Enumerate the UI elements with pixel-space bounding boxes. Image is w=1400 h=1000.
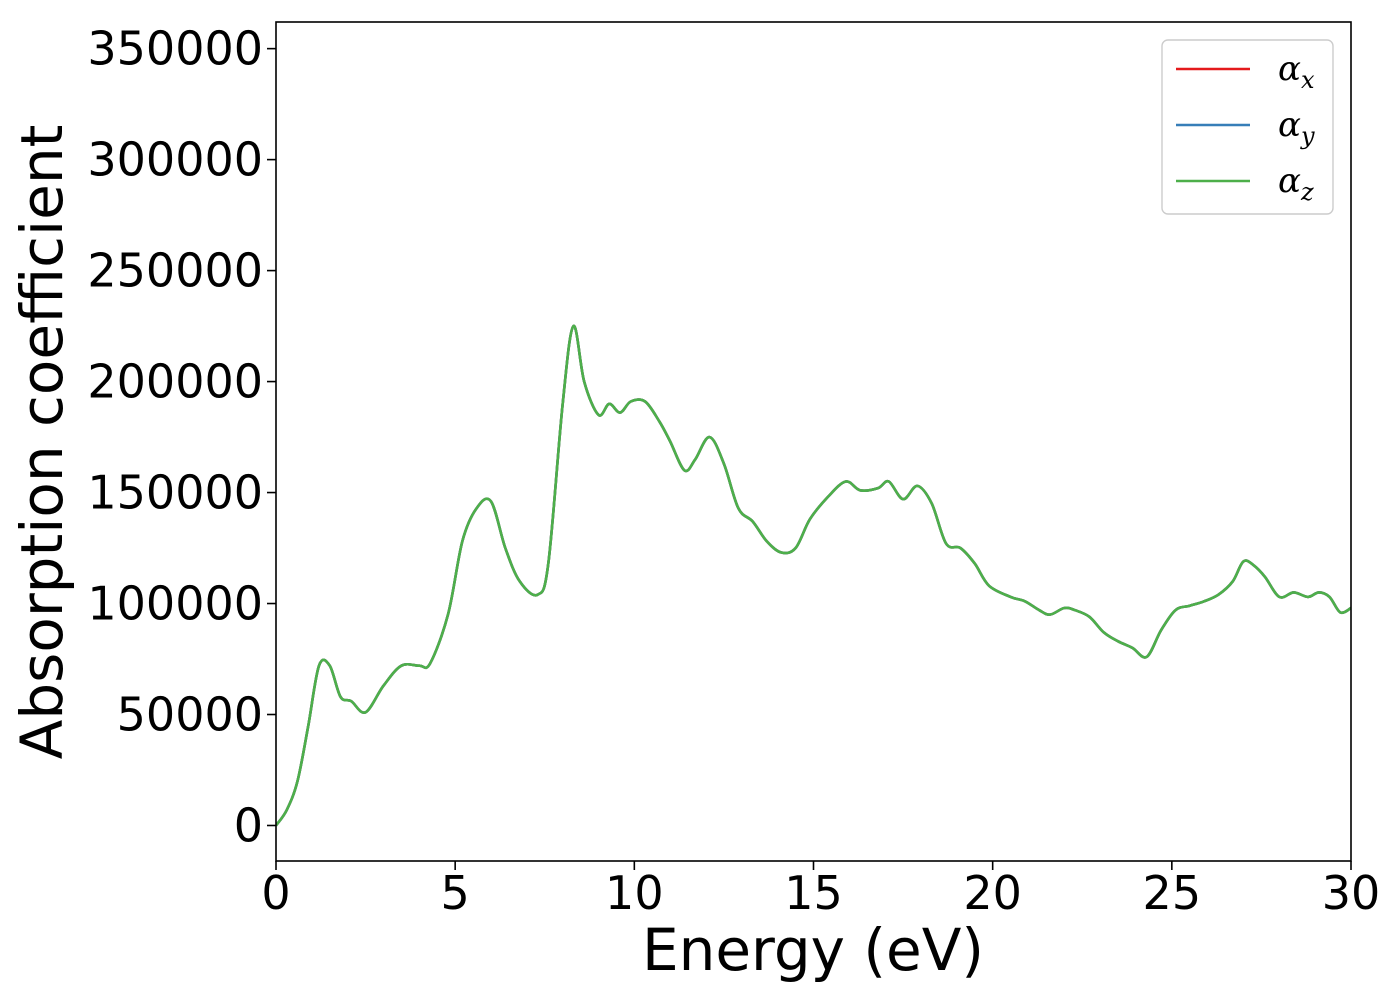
series-line-y — [276, 324, 1351, 827]
y-axis-title: Absorption coefficient — [8, 125, 76, 760]
x-tick-label: 10 — [605, 866, 664, 920]
y-tick-label: 350000 — [87, 22, 263, 76]
x-tick-label: 5 — [441, 866, 470, 920]
y-tick-label: 50000 — [117, 688, 263, 742]
x-tick-label: 0 — [261, 866, 290, 920]
y-tick-label: 200000 — [87, 355, 263, 409]
x-tick-label: 30 — [1322, 866, 1381, 920]
series-line-z — [276, 324, 1351, 827]
y-tick-label: 150000 — [87, 466, 263, 520]
x-tick-label: 25 — [1143, 866, 1202, 920]
series-layer — [276, 324, 1351, 827]
y-tick-label: 0 — [234, 798, 263, 852]
series-line-x — [276, 324, 1351, 827]
legend-label: αz — [1278, 161, 1314, 206]
y-axis: 0 50000 100000 150000 200000 250000 300000 3500… — [87, 22, 276, 852]
legend: αx αy αz — [1161, 39, 1334, 215]
x-axis-title: Energy (eV) — [642, 916, 984, 984]
x-axis: 0 5 10 15 20 25 30 — [261, 861, 1380, 920]
y-tick-label: 250000 — [87, 244, 263, 298]
y-tick-label: 300000 — [87, 133, 263, 187]
y-tick-label: 100000 — [87, 577, 263, 631]
legend-box — [1161, 39, 1334, 215]
legend-label: αy — [1278, 105, 1315, 150]
x-tick-label: 15 — [784, 866, 843, 920]
x-tick-label: 20 — [963, 866, 1022, 920]
legend-label: αx — [1278, 49, 1315, 94]
